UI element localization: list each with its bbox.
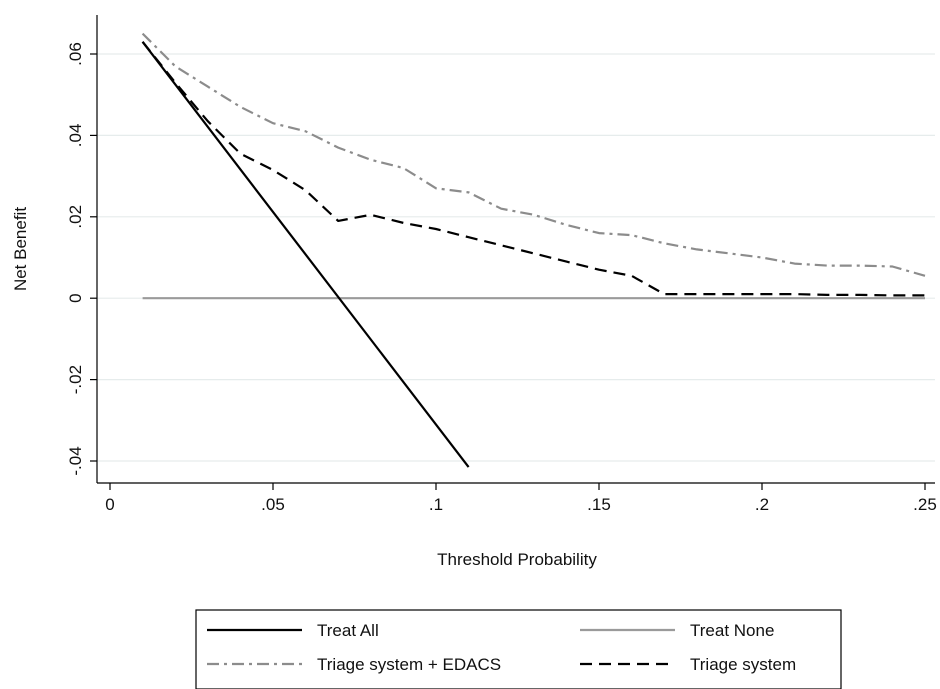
x-tick-label: .05	[261, 495, 285, 514]
x-ticks: 0 .05 .1 .15 .2 .25	[105, 483, 937, 514]
legend-label: Treat None	[690, 621, 774, 640]
y-tick-label: .06	[66, 42, 85, 66]
axes	[96, 15, 935, 484]
x-tick-label: 0	[105, 495, 114, 514]
y-tick-label: -.04	[66, 446, 85, 475]
x-tick-label: .25	[913, 495, 937, 514]
legend-label: Treat All	[317, 621, 379, 640]
legend-label: Triage system	[690, 655, 796, 674]
y-tick-label: .02	[66, 205, 85, 229]
legend: Treat All Treat None Triage system + EDACS…	[195, 609, 842, 689]
x-axis-title: Threshold Probability	[437, 550, 597, 569]
series-lines	[141, 32, 926, 468]
y-ticks: -.04 -.02 0 .02 .04 .06	[66, 42, 97, 476]
series-line-treat-all	[141, 41, 470, 468]
y-tick-label: 0	[66, 293, 85, 302]
y-axis-title: Net Benefit	[11, 207, 30, 291]
series-line-triage-system-edacs	[141, 32, 926, 277]
x-tick-label: .15	[587, 495, 611, 514]
x-tick-label: .1	[429, 495, 443, 514]
y-tick-label: -.02	[66, 365, 85, 394]
legend-label: Triage system + EDACS	[317, 655, 501, 674]
x-tick-label: .2	[755, 495, 769, 514]
y-tick-label: .04	[66, 124, 85, 148]
legend-box	[195, 609, 842, 689]
